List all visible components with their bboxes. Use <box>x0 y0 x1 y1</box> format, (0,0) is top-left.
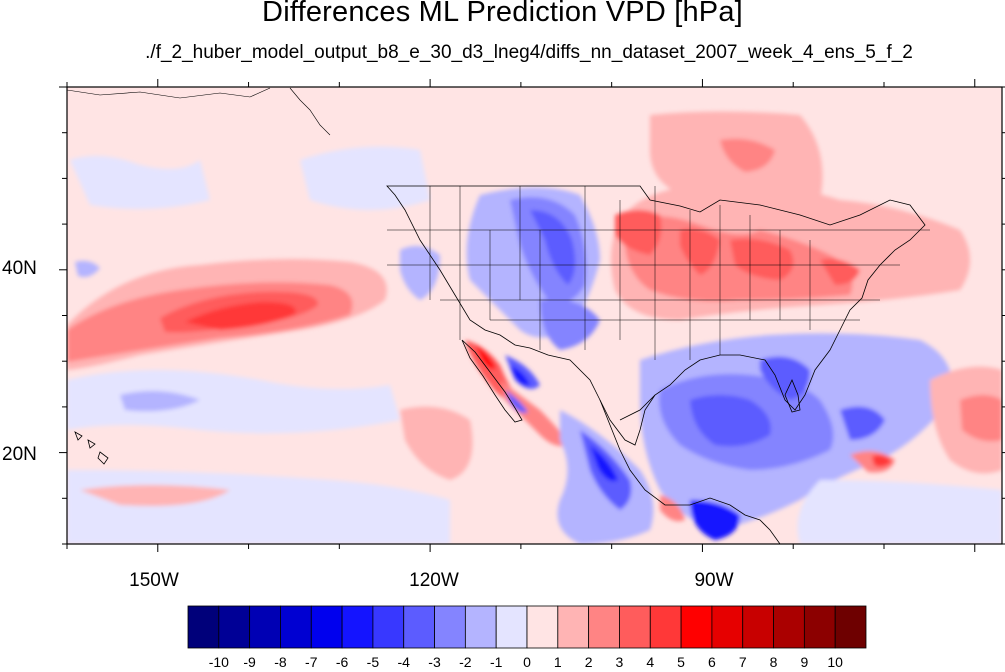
colorbar-tick-label: 0 <box>523 654 531 670</box>
colorbar-swatch <box>588 605 620 649</box>
colorbar-tick-label: 5 <box>677 654 685 670</box>
difference-field <box>67 111 1002 544</box>
colorbar-swatch <box>557 605 590 649</box>
colorbar-swatch <box>218 605 251 649</box>
colorbar-tick-label: 7 <box>738 654 747 670</box>
colorbar-tick-label: -10 <box>208 654 229 670</box>
colorbar-swatch <box>280 605 312 649</box>
colorbar-swatch <box>526 605 559 649</box>
coastlines <box>386 185 926 544</box>
colorbar-swatch <box>372 605 405 649</box>
colorbar-swatch <box>495 605 528 649</box>
colorbar-tick-label: 9 <box>800 654 809 670</box>
colorbar-tick-label: 10 <box>827 654 843 670</box>
colorbar-tick-label: 8 <box>769 654 778 670</box>
lon-label-90w: 90W <box>694 570 734 591</box>
colorbar-tick-label: -7 <box>305 654 318 670</box>
colorbar-swatch <box>249 605 281 649</box>
colorbar-tick-label: -8 <box>274 654 287 670</box>
colorbar-swatch <box>834 605 867 649</box>
colorbar-swatch <box>434 605 466 649</box>
colorbar-swatch <box>187 605 220 649</box>
colorbar-tick-label: 2 <box>584 654 593 670</box>
alaska-coast <box>67 87 331 136</box>
colorbar-tick-label: -5 <box>366 654 380 670</box>
colorbar-swatch <box>403 605 435 649</box>
map-subtitle: ./f_2_huber_model_output_b8_e_30_d3_lneg… <box>145 42 913 63</box>
map-title: Differences ML Prediction VPD [hPa] <box>262 0 743 28</box>
colorbar-swatch <box>680 605 713 649</box>
colorbar-swatch <box>341 605 374 649</box>
state-borders <box>387 186 930 360</box>
colorbar-tick-label: -9 <box>243 654 256 670</box>
lat-label-20n: 20N <box>2 444 37 465</box>
colorbar-tick-label: -4 <box>397 654 410 670</box>
colorbar-swatch <box>464 605 497 649</box>
colorbar-swatch <box>619 605 651 649</box>
colorbar-tick-label: 4 <box>646 654 655 670</box>
colorbar-tick-label: 3 <box>615 654 624 670</box>
colorbar-swatch <box>711 605 744 649</box>
colorbar-tick-label: -2 <box>459 654 472 670</box>
hawaii-islands <box>74 431 109 465</box>
colorbar-swatch <box>773 605 805 649</box>
colorbar-swatch <box>649 605 682 649</box>
colorbar-tick-label: 6 <box>708 654 716 670</box>
colorbar-swatch <box>310 605 343 649</box>
colorbar-tick-label: -1 <box>489 654 503 670</box>
colorbar-tick-label: 1 <box>553 654 562 670</box>
lon-label-150w: 150W <box>129 570 179 591</box>
colorbar-swatch <box>803 605 836 649</box>
colorbar-swatch <box>742 605 774 649</box>
colorbar-tick-label: -3 <box>428 654 441 670</box>
colorbar-tick-label: -6 <box>335 654 349 670</box>
lon-label-120w: 120W <box>409 570 459 591</box>
lat-label-40n: 40N <box>2 258 37 279</box>
